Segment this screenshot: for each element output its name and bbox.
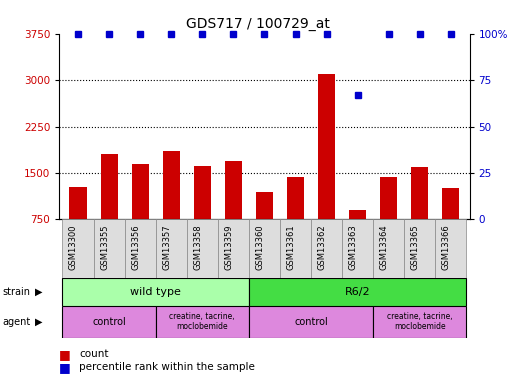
Bar [411, 167, 428, 266]
Bar [318, 74, 335, 266]
Bar [373, 306, 466, 338]
Bar [342, 219, 373, 278]
Bar [380, 177, 397, 266]
Bar [70, 187, 87, 266]
Bar [311, 219, 342, 278]
Text: control: control [294, 316, 328, 327]
Text: ▶: ▶ [35, 316, 43, 327]
Text: ■: ■ [59, 348, 71, 361]
Text: strain: strain [3, 286, 30, 297]
Bar [436, 219, 466, 278]
Bar [249, 306, 373, 338]
Bar [156, 219, 187, 278]
Bar [163, 152, 180, 266]
Text: GSM13363: GSM13363 [349, 224, 358, 270]
Text: GSM13366: GSM13366 [442, 224, 451, 270]
Bar [124, 219, 156, 278]
Text: GSM13361: GSM13361 [286, 224, 296, 270]
Text: control: control [92, 316, 126, 327]
Text: agent: agent [3, 316, 31, 327]
Bar [218, 219, 249, 278]
Text: GSM13362: GSM13362 [318, 224, 327, 270]
Text: GSM13365: GSM13365 [411, 224, 420, 270]
Bar [132, 164, 149, 266]
Text: GDS717 / 100729_at: GDS717 / 100729_at [186, 17, 330, 31]
Bar [62, 278, 249, 306]
Text: count: count [79, 350, 108, 359]
Text: ■: ■ [59, 361, 71, 374]
Bar [225, 160, 242, 266]
Bar [62, 219, 93, 278]
Text: creatine, tacrine,
moclobemide: creatine, tacrine, moclobemide [387, 312, 453, 331]
Bar [194, 165, 211, 266]
Bar [156, 306, 249, 338]
Bar [287, 177, 304, 266]
Text: R6/2: R6/2 [345, 286, 370, 297]
Bar [249, 219, 280, 278]
Bar [442, 188, 459, 266]
Bar [187, 219, 218, 278]
Bar [249, 278, 466, 306]
Text: GSM13300: GSM13300 [69, 224, 78, 270]
Text: percentile rank within the sample: percentile rank within the sample [79, 363, 255, 372]
Text: GSM13355: GSM13355 [100, 224, 109, 270]
Text: GSM13364: GSM13364 [380, 224, 389, 270]
Text: GSM13359: GSM13359 [224, 224, 233, 270]
Text: GSM13356: GSM13356 [131, 224, 140, 270]
Text: GSM13360: GSM13360 [255, 224, 265, 270]
Text: wild type: wild type [130, 286, 181, 297]
Bar [93, 219, 124, 278]
Text: ▶: ▶ [35, 286, 43, 297]
Text: GSM13358: GSM13358 [194, 224, 202, 270]
Bar [349, 210, 366, 266]
Bar [373, 219, 405, 278]
Bar [62, 306, 156, 338]
Bar [101, 154, 118, 266]
Bar [280, 219, 311, 278]
Bar [256, 192, 273, 266]
Bar [405, 219, 436, 278]
Text: GSM13357: GSM13357 [162, 224, 171, 270]
Text: creatine, tacrine,
moclobemide: creatine, tacrine, moclobemide [169, 312, 235, 331]
